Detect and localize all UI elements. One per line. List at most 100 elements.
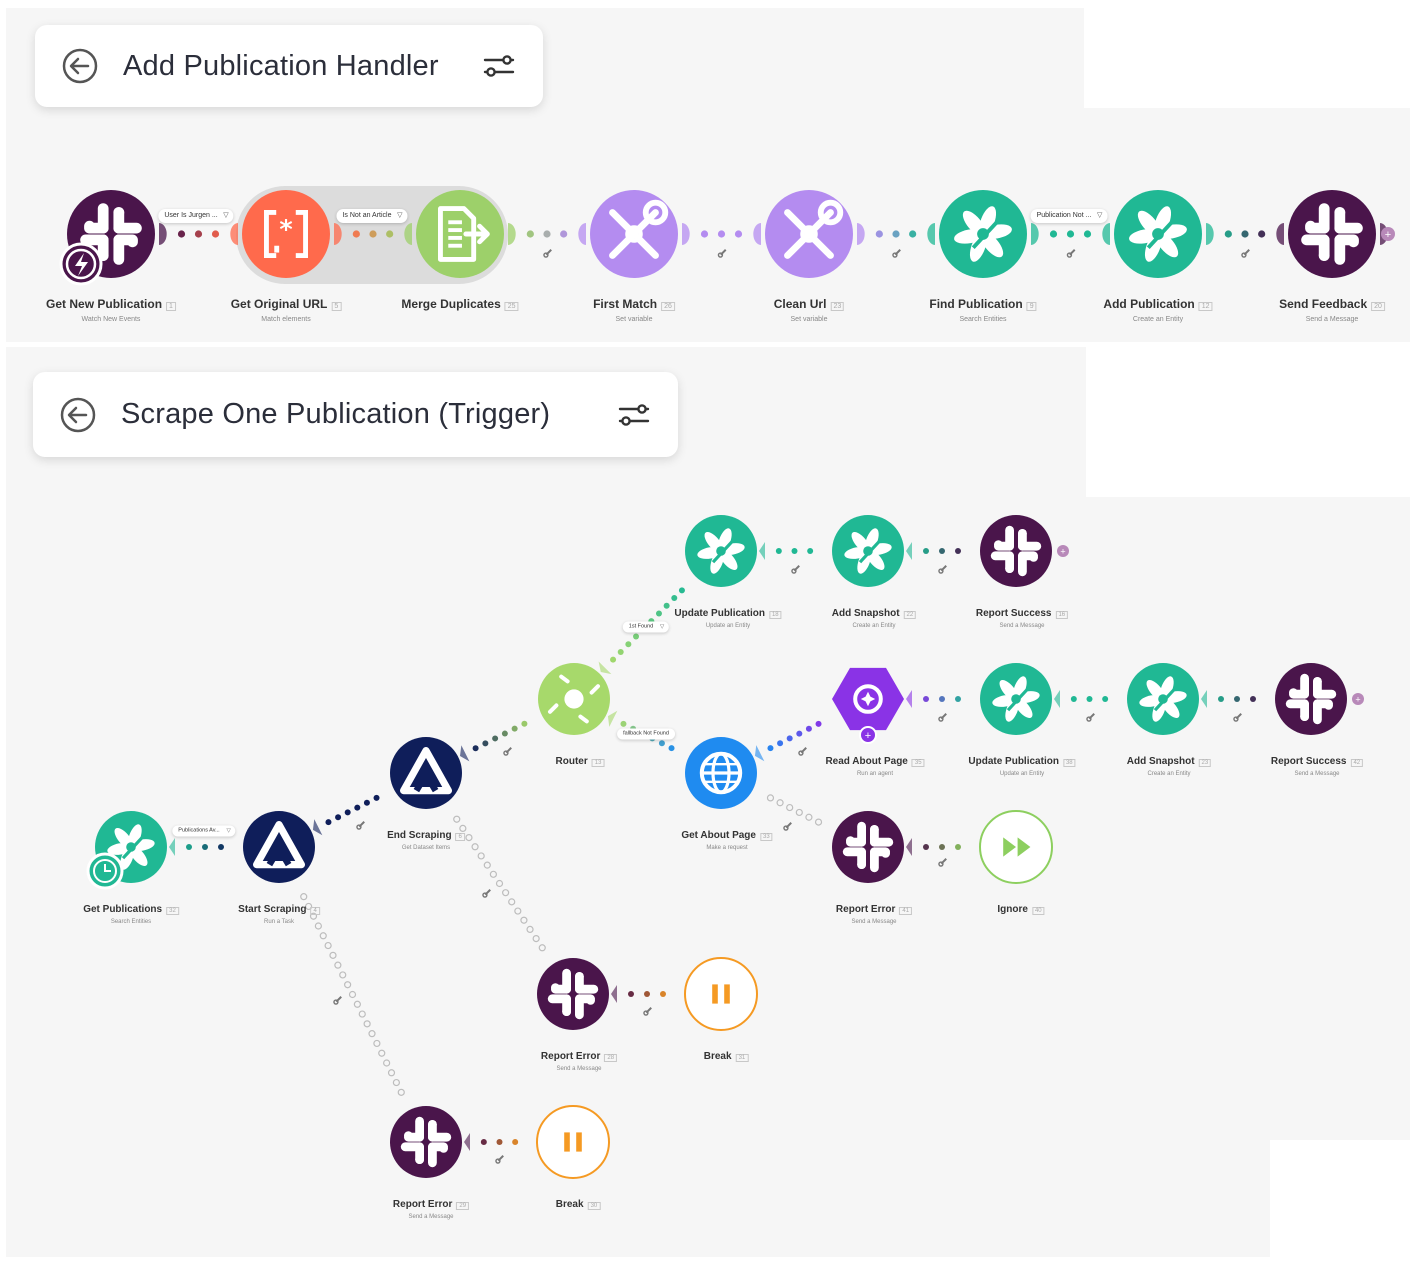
node-label: Find Publication 9 Search Entities	[929, 295, 1037, 323]
node-label: Start Scraping 4 Run a Task	[238, 899, 320, 925]
node-label: Break 30	[556, 1194, 601, 1212]
node-label: Break 31	[704, 1046, 749, 1064]
wrench-icon[interactable]	[482, 888, 492, 898]
node-label: Report Success 16 Send a Message	[976, 603, 1069, 629]
svg-text:+: +	[1060, 547, 1065, 557]
filter-settings-icon[interactable]	[618, 402, 650, 428]
scenario-2-module[interactable]	[979, 810, 1053, 884]
router-icon	[547, 674, 601, 724]
wrench-icon[interactable]	[938, 564, 948, 574]
node-label: Get Original URL 5 Match elements	[231, 295, 342, 323]
node-label: Report Error 41 Send a Message	[836, 899, 913, 925]
scenario-1-module[interactable]	[67, 190, 155, 278]
wrench-icon[interactable]	[938, 712, 948, 722]
wrench-icon[interactable]	[892, 248, 902, 258]
scenario-2-module[interactable]	[980, 515, 1052, 587]
node-label: Update Publication 38 Update an Entity	[968, 751, 1076, 777]
node-label: Report Success 42 Send a Message	[1271, 751, 1364, 777]
plus-icon[interactable]	[1352, 693, 1364, 705]
zoho-icon	[992, 676, 1040, 722]
slack-icon	[80, 203, 142, 265]
wrench-icon[interactable]	[643, 1006, 653, 1016]
filter-label[interactable]: Is Not an Article ▽	[336, 209, 408, 223]
tools-icon	[609, 199, 669, 259]
scenario-2-module[interactable]	[832, 811, 904, 883]
wrench-icon[interactable]	[1233, 712, 1243, 722]
merge-icon	[437, 206, 490, 262]
ff-icon	[1003, 837, 1031, 857]
wrench-icon[interactable]	[1086, 712, 1096, 722]
globe-icon	[699, 751, 743, 795]
node-label: Read About Page 35 Run an agent	[825, 751, 925, 777]
wrench-icon[interactable]	[938, 857, 948, 867]
scenario-1-module[interactable]	[1288, 190, 1376, 278]
wrench-icon[interactable]	[495, 1154, 505, 1164]
pause-icon	[564, 1132, 582, 1152]
wrench-icon[interactable]	[791, 564, 801, 574]
node-label: Get About Page 33 Make a request	[681, 825, 773, 851]
svg-text:+: +	[865, 730, 871, 742]
plus-icon[interactable]	[859, 726, 877, 744]
lightning-icon	[59, 242, 103, 286]
node-label: Update Publication 18 Update an Entity	[674, 603, 782, 629]
slack-icon	[547, 968, 599, 1020]
node-label: Ignore 40	[997, 899, 1045, 917]
scenario-2-module[interactable]: +	[832, 667, 904, 744]
svg-text:+: +	[1355, 695, 1360, 705]
filter-label[interactable]: Publication Not ... ▽	[1030, 209, 1108, 223]
wrench-icon[interactable]	[1066, 248, 1077, 258]
zoho-icon	[107, 824, 155, 870]
node-label: Report Error 28 Send a Message	[541, 1046, 618, 1072]
node-label: Clean Url 23 Set variable	[774, 295, 845, 323]
wrench-icon[interactable]	[333, 995, 343, 1005]
wrench-icon[interactable]	[798, 746, 808, 756]
scenario-2-module[interactable]	[980, 663, 1052, 735]
wrench-icon[interactable]	[783, 821, 793, 831]
zoho-icon	[1129, 206, 1187, 262]
scenario-1-module[interactable]	[939, 190, 1027, 278]
back-arrow-icon[interactable]	[59, 396, 97, 434]
scenario-1-header: Add Publication Handler	[35, 25, 543, 107]
scenario-2-module[interactable]	[684, 957, 758, 1031]
node-label: First Match 26 Set variable	[593, 295, 675, 323]
filter-label[interactable]: Publications Av... ▽	[172, 825, 236, 837]
scenario-2-module[interactable]	[537, 958, 609, 1030]
filter-label[interactable]: 1st Found ▽	[622, 621, 670, 633]
wrench-icon[interactable]	[1241, 248, 1251, 258]
wrench-icon[interactable]	[503, 746, 513, 756]
wrench-icon[interactable]	[356, 820, 366, 830]
filter-label[interactable]: fallback Not Found	[617, 728, 675, 740]
slack-icon	[1301, 203, 1363, 265]
scenario-canvas-2	[6, 347, 1086, 1257]
scenario-2-module[interactable]	[536, 1105, 610, 1179]
node-label: End Scraping 6 Get Dataset Items	[387, 825, 465, 851]
zoho-icon	[954, 206, 1012, 262]
node-label: Merge Duplicates 25	[401, 295, 519, 313]
plus-icon[interactable]	[1057, 545, 1069, 557]
scenario-2-module[interactable]	[685, 737, 757, 809]
scenario-2-module[interactable]	[390, 1106, 462, 1178]
scenario-1-module[interactable]	[416, 190, 504, 278]
wrench-icon[interactable]	[543, 248, 553, 258]
plus-icon[interactable]	[1381, 227, 1395, 241]
scenario-1-module[interactable]: *	[242, 190, 330, 278]
scenario-1-module[interactable]	[590, 190, 678, 278]
node-label: Add Snapshot 22 Create an Entity	[832, 603, 917, 629]
back-arrow-icon[interactable]	[61, 47, 99, 85]
scenario-2-links: ++	[169, 542, 1364, 1164]
scenario-2-module[interactable]	[538, 663, 610, 735]
scenario-2-module[interactable]	[1275, 663, 1347, 735]
scenario-2-module[interactable]	[832, 515, 904, 587]
pause-icon	[712, 984, 730, 1004]
apify-icon	[399, 746, 453, 795]
filter-label[interactable]: User Is Jurgen ... ▽	[158, 209, 234, 223]
filter-settings-icon[interactable]	[483, 53, 515, 79]
wrench-icon[interactable]	[717, 248, 728, 258]
scenario-2-module[interactable]	[243, 811, 315, 883]
scenario-1-module[interactable]	[765, 190, 853, 278]
scenario-2-module[interactable]	[1127, 663, 1199, 735]
scenario-2-module[interactable]	[685, 515, 757, 587]
scenario-1-module[interactable]	[1114, 190, 1202, 278]
scenario-2-module[interactable]	[390, 737, 462, 809]
